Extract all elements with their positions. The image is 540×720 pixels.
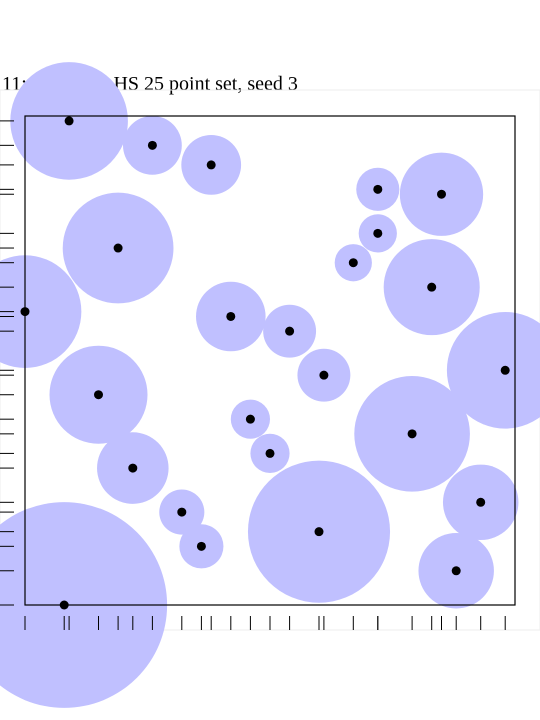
point-23	[206, 160, 216, 170]
point-7	[128, 463, 138, 473]
point-layer	[20, 116, 510, 610]
plot-frame	[24, 115, 516, 606]
point-21	[373, 184, 383, 194]
point-15	[226, 311, 236, 321]
point-4	[177, 507, 187, 517]
point-6	[476, 497, 486, 507]
disc-16	[0, 255, 82, 368]
point-24	[147, 140, 157, 150]
point-8	[265, 448, 275, 458]
point-20	[373, 228, 383, 238]
point-1	[59, 600, 69, 610]
point-22	[437, 189, 446, 199]
disc-layer	[0, 62, 540, 708]
point-18	[348, 258, 358, 268]
disc-13	[446, 311, 540, 429]
point-5	[314, 527, 324, 537]
point-12	[319, 370, 329, 380]
point-10	[407, 429, 417, 439]
point-11	[94, 390, 103, 400]
point-17	[427, 282, 437, 292]
point-9	[245, 414, 255, 424]
point-3	[451, 566, 461, 576]
point-19	[113, 243, 123, 253]
point-25	[64, 116, 74, 126]
point-14	[285, 326, 295, 336]
point-13	[500, 365, 510, 375]
point-16	[20, 307, 30, 317]
point-2	[196, 541, 206, 551]
tick-layer	[0, 120, 506, 630]
